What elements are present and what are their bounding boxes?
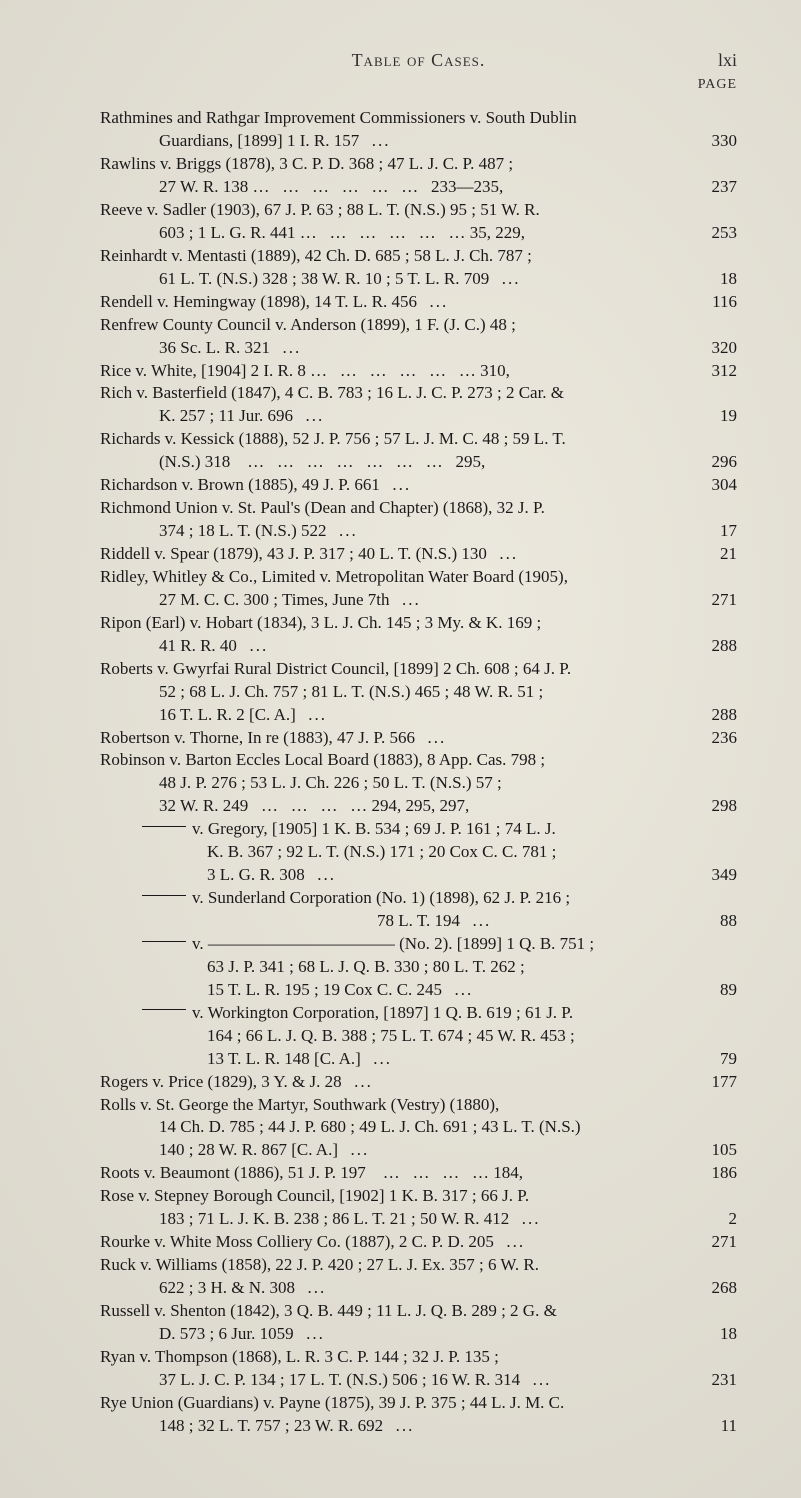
case-page-ref: 312 bbox=[659, 360, 737, 383]
running-title: Table of Cases. bbox=[140, 48, 697, 72]
case-citation: Russell v. Shenton (1842), 3 Q. B. 449 ;… bbox=[100, 1300, 659, 1346]
case-page-ref: 105 bbox=[659, 1139, 737, 1162]
case-citation: Rolls v. St. George the Martyr, Southwar… bbox=[100, 1094, 659, 1163]
case-entry: Richards v. Kessick (1888), 52 J. P. 756… bbox=[100, 428, 737, 474]
case-entry: Ryan v. Thompson (1868), L. R. 3 C. P. 1… bbox=[100, 1346, 737, 1392]
case-citation: Robertson v. Thorne, In re (1883), 47 J.… bbox=[100, 727, 659, 750]
case-page-ref: 2 bbox=[659, 1208, 737, 1231]
case-page-ref: 271 bbox=[659, 589, 737, 612]
case-citation: Ripon (Earl) v. Hobart (1834), 3 L. J. C… bbox=[100, 612, 659, 658]
case-page-ref: 88 bbox=[659, 910, 737, 933]
case-page-ref: 268 bbox=[659, 1277, 737, 1300]
case-citation: Richards v. Kessick (1888), 52 J. P. 756… bbox=[100, 428, 659, 474]
case-citation: Rice v. White, [1904] 2 I. R. 8 … … … … … bbox=[100, 360, 659, 383]
case-page-ref: 11 bbox=[659, 1415, 737, 1438]
case-citation: Rourke v. White Moss Colliery Co. (1887)… bbox=[100, 1231, 659, 1254]
case-citation: v. Sunderland Corporation (No. 1) (1898)… bbox=[100, 887, 659, 933]
case-citation: Renfrew County Council v. Anderson (1899… bbox=[100, 314, 659, 360]
case-page-ref: 271 bbox=[659, 1231, 737, 1254]
case-page-ref: 18 bbox=[659, 1323, 737, 1346]
case-entry: Ridley, Whitley & Co., Limited v. Metrop… bbox=[100, 566, 737, 612]
case-page-ref: 231 bbox=[659, 1369, 737, 1392]
case-page-ref: 288 bbox=[659, 635, 737, 658]
case-entry: Rendell v. Hemingway (1898), 14 T. L. R.… bbox=[100, 291, 737, 314]
case-page-ref: 79 bbox=[659, 1048, 737, 1071]
case-citation: Rogers v. Price (1829), 3 Y. & J. 28 bbox=[100, 1071, 659, 1094]
page-column-label: PAGE bbox=[100, 76, 737, 95]
case-entry: Rathmines and Rathgar Improvement Commis… bbox=[100, 107, 737, 153]
case-citation: Ruck v. Williams (1858), 22 J. P. 420 ; … bbox=[100, 1254, 659, 1300]
case-citation: v. Gregory, [1905] 1 K. B. 534 ; 69 J. P… bbox=[100, 818, 659, 887]
case-citation: Rawlins v. Briggs (1878), 3 C. P. D. 368… bbox=[100, 153, 659, 199]
case-page-ref: 89 bbox=[659, 979, 737, 1002]
case-citation: Rendell v. Hemingway (1898), 14 T. L. R.… bbox=[100, 291, 659, 314]
case-page-ref: 288 bbox=[659, 704, 737, 727]
case-entry: Rye Union (Guardians) v. Payne (1875), 3… bbox=[100, 1392, 737, 1438]
case-citation: Reinhardt v. Mentasti (1889), 42 Ch. D. … bbox=[100, 245, 659, 291]
case-citation: Riddell v. Spear (1879), 43 J. P. 317 ; … bbox=[100, 543, 659, 566]
case-citation: Rich v. Basterfield (1847), 4 C. B. 783 … bbox=[100, 382, 659, 428]
case-entry: Rogers v. Price (1829), 3 Y. & J. 28177 bbox=[100, 1071, 737, 1094]
case-entry: v. Sunderland Corporation (No. 1) (1898)… bbox=[100, 887, 737, 933]
case-entry: v. ——————————— (No. 2). [1899] 1 Q. B. 7… bbox=[100, 933, 737, 1002]
case-entries: Rathmines and Rathgar Improvement Commis… bbox=[100, 107, 737, 1437]
case-page-ref: 236 bbox=[659, 727, 737, 750]
case-entry: Richardson v. Brown (1885), 49 J. P. 661… bbox=[100, 474, 737, 497]
case-citation: Richardson v. Brown (1885), 49 J. P. 661 bbox=[100, 474, 659, 497]
case-page-ref: 349 bbox=[659, 864, 737, 887]
case-page-ref: 116 bbox=[659, 291, 737, 314]
case-citation: Roots v. Beaumont (1886), 51 J. P. 197 …… bbox=[100, 1162, 659, 1185]
continuation-dash bbox=[142, 941, 186, 942]
case-entry: Rourke v. White Moss Colliery Co. (1887)… bbox=[100, 1231, 737, 1254]
continuation-dash bbox=[142, 826, 186, 827]
case-entry: Ruck v. Williams (1858), 22 J. P. 420 ; … bbox=[100, 1254, 737, 1300]
case-entry: Riddell v. Spear (1879), 43 J. P. 317 ; … bbox=[100, 543, 737, 566]
case-page-ref: 298 bbox=[659, 795, 737, 818]
case-page-ref: 21 bbox=[659, 543, 737, 566]
continuation-dash bbox=[142, 895, 186, 896]
case-citation: Rose v. Stepney Borough Council, [1902] … bbox=[100, 1185, 659, 1231]
page-number: lxi bbox=[697, 48, 737, 72]
case-page-ref: 237 bbox=[659, 176, 737, 199]
case-entry: Roberts v. Gwyrfai Rural District Counci… bbox=[100, 658, 737, 727]
case-entry: Ripon (Earl) v. Hobart (1834), 3 L. J. C… bbox=[100, 612, 737, 658]
case-entry: Rawlins v. Briggs (1878), 3 C. P. D. 368… bbox=[100, 153, 737, 199]
case-entry: Robertson v. Thorne, In re (1883), 47 J.… bbox=[100, 727, 737, 750]
case-citation: Roberts v. Gwyrfai Rural District Counci… bbox=[100, 658, 659, 727]
case-page-ref: 330 bbox=[659, 130, 737, 153]
case-citation: Richmond Union v. St. Paul's (Dean and C… bbox=[100, 497, 659, 543]
case-citation: Reeve v. Sadler (1903), 67 J. P. 63 ; 88… bbox=[100, 199, 659, 245]
case-citation: Robinson v. Barton Eccles Local Board (1… bbox=[100, 749, 659, 818]
case-citation: Ryan v. Thompson (1868), L. R. 3 C. P. 1… bbox=[100, 1346, 659, 1392]
case-page-ref: 19 bbox=[659, 405, 737, 428]
case-page-ref: 18 bbox=[659, 268, 737, 291]
case-entry: v. Workington Corporation, [1897] 1 Q. B… bbox=[100, 1002, 737, 1071]
case-citation: Ridley, Whitley & Co., Limited v. Metrop… bbox=[100, 566, 659, 612]
continuation-dash bbox=[142, 1009, 186, 1010]
case-entry: Rose v. Stepney Borough Council, [1902] … bbox=[100, 1185, 737, 1231]
case-entry: Robinson v. Barton Eccles Local Board (1… bbox=[100, 749, 737, 818]
case-page-ref: 17 bbox=[659, 520, 737, 543]
case-citation: v. Workington Corporation, [1897] 1 Q. B… bbox=[100, 1002, 659, 1071]
case-entry: Roots v. Beaumont (1886), 51 J. P. 197 …… bbox=[100, 1162, 737, 1185]
case-entry: Richmond Union v. St. Paul's (Dean and C… bbox=[100, 497, 737, 543]
case-page-ref: 304 bbox=[659, 474, 737, 497]
case-entry: Renfrew County Council v. Anderson (1899… bbox=[100, 314, 737, 360]
case-entry: Rice v. White, [1904] 2 I. R. 8 … … … … … bbox=[100, 360, 737, 383]
case-entry: Reinhardt v. Mentasti (1889), 42 Ch. D. … bbox=[100, 245, 737, 291]
header-row: Table of Cases. lxi bbox=[100, 48, 737, 72]
case-page-ref: 186 bbox=[659, 1162, 737, 1185]
case-entry: v. Gregory, [1905] 1 K. B. 534 ; 69 J. P… bbox=[100, 818, 737, 887]
case-page-ref: 177 bbox=[659, 1071, 737, 1094]
case-entry: Rolls v. St. George the Martyr, Southwar… bbox=[100, 1094, 737, 1163]
case-citation: v. ——————————— (No. 2). [1899] 1 Q. B. 7… bbox=[100, 933, 659, 1002]
case-entry: Russell v. Shenton (1842), 3 Q. B. 449 ;… bbox=[100, 1300, 737, 1346]
case-page-ref: 253 bbox=[659, 222, 737, 245]
case-citation: Rathmines and Rathgar Improvement Commis… bbox=[100, 107, 659, 153]
case-page-ref: 320 bbox=[659, 337, 737, 360]
case-citation: Rye Union (Guardians) v. Payne (1875), 3… bbox=[100, 1392, 659, 1438]
case-page-ref: 296 bbox=[659, 451, 737, 474]
case-entry: Rich v. Basterfield (1847), 4 C. B. 783 … bbox=[100, 382, 737, 428]
case-entry: Reeve v. Sadler (1903), 67 J. P. 63 ; 88… bbox=[100, 199, 737, 245]
